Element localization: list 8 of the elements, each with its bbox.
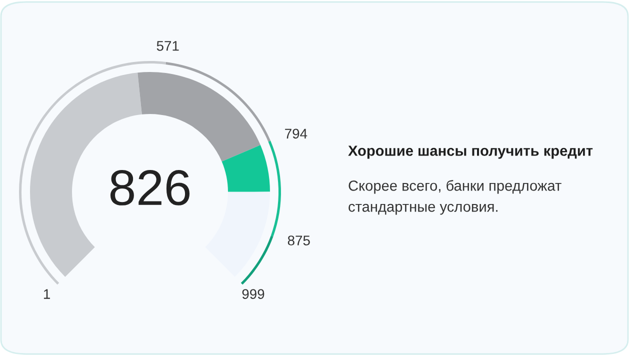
text: 1 [44,289,50,299]
text: 999 [242,289,264,299]
text: 571 [156,41,179,51]
text: 875 [288,236,310,246]
text: 794 [285,128,308,139]
text: Хорошие шансы получить кредит [348,146,593,159]
text: Скорее всего, банки предложат стандартные условия. [348,180,562,215]
text: 826 [110,170,190,206]
